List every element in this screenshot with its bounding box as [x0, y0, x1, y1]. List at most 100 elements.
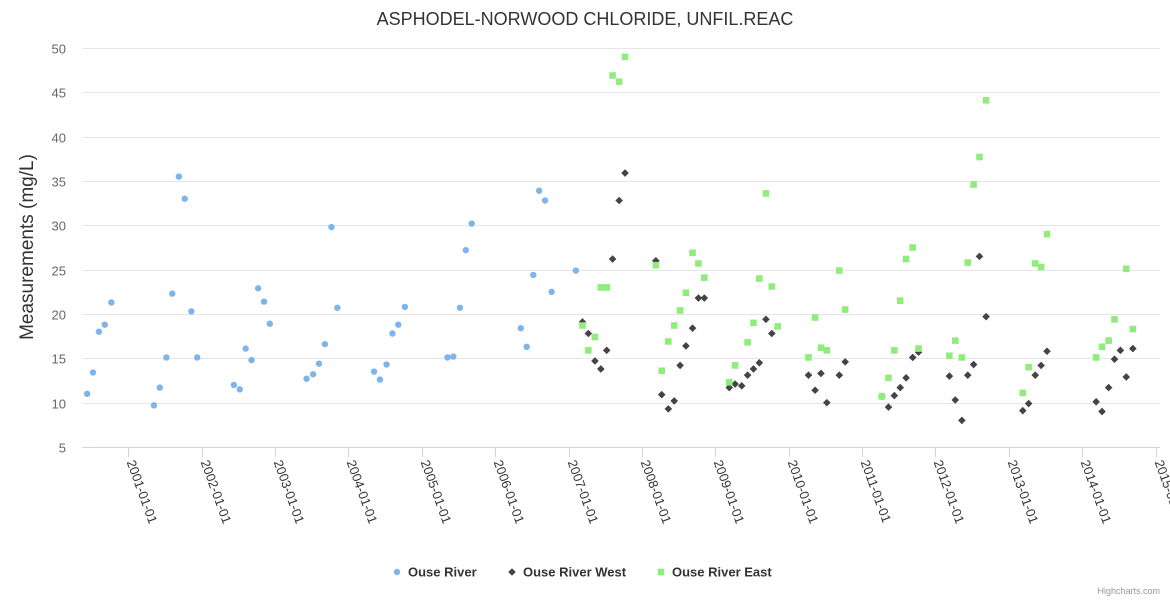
data-point[interactable]: [248, 356, 255, 364]
data-point[interactable]: [1031, 371, 1040, 379]
data-point[interactable]: [615, 78, 623, 85]
data-point[interactable]: [811, 386, 819, 395]
data-point[interactable]: [744, 339, 751, 346]
data-point[interactable]: [811, 314, 819, 321]
data-point[interactable]: [902, 255, 910, 263]
data-point[interactable]: [548, 288, 555, 296]
data-point[interactable]: [1104, 383, 1113, 392]
data-point[interactable]: [608, 255, 617, 263]
data-point[interactable]: [609, 72, 616, 79]
data-point[interactable]: [89, 369, 97, 376]
data-point[interactable]: [909, 244, 916, 251]
legend-item[interactable]: Ouse River: [393, 565, 477, 580]
data-point[interactable]: [1019, 389, 1027, 397]
legend-label[interactable]: Ouse River: [408, 565, 477, 580]
data-point[interactable]: [401, 303, 409, 311]
data-point[interactable]: [665, 338, 672, 345]
data-point[interactable]: [230, 381, 238, 389]
data-point[interactable]: [658, 367, 666, 375]
data-point[interactable]: [584, 329, 593, 338]
data-point[interactable]: [108, 299, 115, 306]
data-point[interactable]: [1129, 344, 1137, 353]
data-point[interactable]: [963, 371, 972, 379]
data-point[interactable]: [1092, 354, 1100, 361]
data-point[interactable]: [958, 354, 966, 361]
data-point[interactable]: [579, 322, 586, 329]
data-point[interactable]: [541, 197, 549, 204]
data-point[interactable]: [456, 304, 464, 311]
data-point[interactable]: [1018, 406, 1027, 415]
data-point[interactable]: [523, 343, 530, 351]
data-point[interactable]: [370, 368, 378, 375]
data-point[interactable]: [535, 187, 543, 194]
data-point[interactable]: [749, 365, 758, 373]
data-point[interactable]: [914, 348, 923, 356]
data-point[interactable]: [242, 345, 249, 352]
data-point[interactable]: [737, 382, 746, 390]
data-point[interactable]: [841, 358, 849, 366]
data-point[interactable]: [1116, 346, 1125, 355]
data-point[interactable]: [602, 346, 611, 355]
data-point[interactable]: [964, 259, 972, 266]
data-point[interactable]: [163, 354, 170, 361]
data-point[interactable]: [982, 312, 990, 321]
data-point[interactable]: [585, 347, 592, 354]
data-point[interactable]: [591, 333, 599, 341]
data-point[interactable]: [334, 304, 341, 311]
data-point[interactable]: [970, 181, 977, 188]
data-point[interactable]: [1043, 230, 1051, 238]
data-point[interactable]: [1098, 407, 1106, 416]
data-point[interactable]: [1092, 397, 1100, 406]
data-point[interactable]: [254, 285, 262, 292]
data-point[interactable]: [695, 260, 702, 267]
data-point[interactable]: [725, 378, 733, 386]
data-point[interactable]: [444, 354, 451, 361]
data-point[interactable]: [817, 344, 825, 351]
data-point[interactable]: [389, 330, 396, 337]
data-point[interactable]: [896, 383, 905, 392]
data-point[interactable]: [891, 347, 898, 354]
data-point[interactable]: [194, 354, 201, 361]
data-point[interactable]: [328, 223, 335, 231]
data-point[interactable]: [976, 153, 983, 161]
legend-item[interactable]: Ouse River East: [657, 565, 773, 580]
data-point[interactable]: [835, 371, 844, 379]
data-point[interactable]: [1024, 399, 1033, 408]
data-point[interactable]: [823, 398, 831, 407]
data-point[interactable]: [762, 190, 770, 197]
data-point[interactable]: [951, 396, 960, 404]
data-point[interactable]: [450, 353, 457, 360]
data-point[interactable]: [321, 340, 329, 348]
legend[interactable]: Ouse River Ouse River West Ouse River East: [393, 565, 773, 580]
data-point[interactable]: [260, 298, 268, 305]
data-point[interactable]: [468, 220, 475, 227]
data-point[interactable]: [689, 249, 696, 257]
data-point[interactable]: [958, 416, 966, 425]
data-point[interactable]: [688, 324, 697, 332]
data-point[interactable]: [657, 390, 666, 399]
data-point[interactable]: [1025, 363, 1032, 371]
data-point[interactable]: [1098, 343, 1106, 351]
data-point[interactable]: [885, 374, 892, 382]
data-point[interactable]: [841, 306, 849, 313]
data-point[interactable]: [181, 195, 188, 202]
data-point[interactable]: [597, 365, 605, 373]
legend-label[interactable]: Ouse River West: [523, 565, 627, 580]
data-point[interactable]: [615, 196, 623, 205]
legend-label[interactable]: Ouse River East: [672, 565, 772, 580]
data-point[interactable]: [884, 403, 893, 411]
data-point[interactable]: [676, 361, 684, 370]
data-point[interactable]: [945, 372, 954, 380]
data-point[interactable]: [969, 360, 978, 369]
data-point[interactable]: [101, 321, 108, 328]
data-point[interactable]: [823, 347, 831, 354]
data-point[interactable]: [462, 246, 469, 254]
data-point[interactable]: [1105, 337, 1112, 344]
data-point[interactable]: [725, 383, 734, 392]
data-point[interactable]: [395, 321, 402, 328]
data-point[interactable]: [621, 169, 629, 177]
data-point[interactable]: [762, 315, 770, 324]
data-point[interactable]: [591, 357, 599, 365]
data-point[interactable]: [700, 274, 708, 281]
data-point[interactable]: [768, 329, 776, 338]
